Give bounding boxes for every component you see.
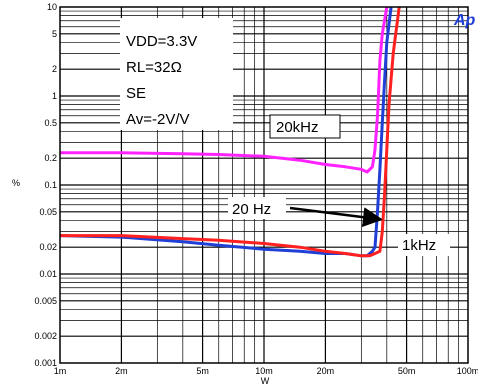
y-tick-label: 10 — [47, 2, 57, 12]
y-tick-label: 0.2 — [44, 153, 57, 163]
label-1khz: 1kHz — [398, 234, 450, 256]
y-tick-label: 0.5 — [44, 118, 57, 128]
x-tick-label: 100m — [457, 366, 478, 376]
label-1khz-text: 1kHz — [402, 237, 436, 254]
label-20khz: 20kHz — [269, 114, 341, 139]
arrow-20hz — [289, 206, 383, 228]
x-tick-label: 1m — [54, 366, 67, 376]
y-tick-label: 0.1 — [44, 180, 57, 190]
x-tick-label: 5m — [196, 366, 209, 376]
y-tick-label: 0.01 — [39, 269, 57, 279]
series-line-1khz — [60, 7, 401, 258]
label-20hz: 20 Hz — [228, 197, 286, 219]
x-tick-label: 50m — [398, 366, 416, 376]
x-axis-label: W — [261, 376, 270, 386]
y-tick-label: 2 — [52, 64, 57, 74]
x-tick-label: 2m — [115, 366, 128, 376]
y-tick-label: 5 — [52, 29, 57, 39]
condition-gain: Av=-2V/V — [126, 111, 190, 128]
x-tick-label: 10m — [255, 366, 273, 376]
y-tick-label: 0.002 — [34, 331, 57, 341]
condition-vdd: VDD=3.3V — [126, 33, 197, 50]
condition-mode: SE — [126, 85, 146, 102]
y-tick-label: 0.005 — [34, 296, 57, 306]
conditions-box: VDD=3.3V RL=32Ω SE Av=-2V/V — [120, 18, 233, 130]
label-20khz-text: 20kHz — [276, 119, 319, 136]
y-tick-label: 0.001 — [34, 358, 57, 368]
y-tick-label: 0.02 — [39, 242, 57, 252]
x-tick-label: 20m — [317, 366, 335, 376]
plot-border — [59, 6, 469, 364]
condition-rl: RL=32Ω — [126, 59, 182, 76]
series-line-20khz — [60, 7, 389, 174]
y-axis-label: % — [12, 178, 20, 188]
y-tick-label: 0.05 — [39, 207, 57, 217]
label-20hz-text: 20 Hz — [232, 201, 271, 218]
x-tick-labels: 1m 2m 5m 10m 20m 50m 100m — [54, 366, 478, 376]
y-tick-labels: 10 5 2 1 0.5 0.2 0.1 0.05 0.02 0.01 0.005 0.002 0.00… — [34, 2, 57, 368]
ap-logo: Ap — [453, 12, 476, 29]
series-group — [60, 7, 401, 258]
y-tick-label: 1 — [52, 91, 57, 101]
